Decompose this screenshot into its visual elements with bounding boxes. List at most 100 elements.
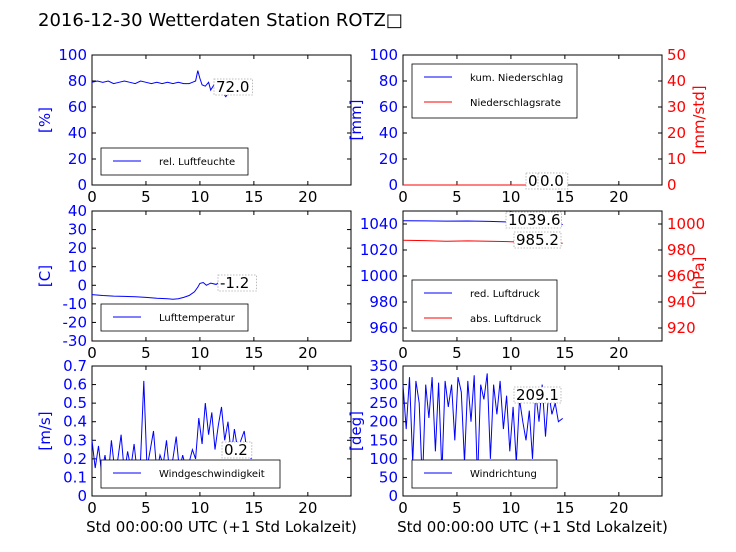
y-tick-label: 350 bbox=[369, 357, 398, 375]
value-annotation-box bbox=[513, 231, 562, 249]
y-tick-label: 10 bbox=[68, 258, 87, 276]
y-tick-label: 200 bbox=[369, 413, 398, 431]
x-axis-label: Std 00:00:00 UTC (+1 Std Lokalzeit) bbox=[397, 518, 668, 536]
x-tick-label: 0 bbox=[398, 344, 408, 362]
y-tick-label: 300 bbox=[369, 376, 398, 394]
x-tick-label: 15 bbox=[244, 499, 263, 517]
series-line bbox=[91, 70, 252, 98]
value-annotation-box bbox=[505, 211, 562, 229]
x-tick-label: 0 bbox=[87, 188, 97, 206]
series-line bbox=[402, 373, 564, 485]
y-tick-label: 0.4 bbox=[63, 413, 87, 431]
y-right-tick-label: 920 bbox=[667, 319, 696, 337]
value-annotation-box bbox=[513, 386, 562, 404]
y-tick-label: 250 bbox=[369, 394, 398, 412]
x-tick-label: 15 bbox=[555, 188, 574, 206]
legend-label: Lufttemperatur bbox=[159, 313, 236, 324]
y-right-tick-label: 10 bbox=[667, 150, 686, 168]
y-tick-label: 40 bbox=[68, 202, 87, 220]
x-tick-label: 5 bbox=[452, 344, 462, 362]
y-right-tick-label: 1000 bbox=[667, 215, 705, 233]
y-axis-label: [m/s] bbox=[36, 411, 54, 450]
value-annotation: 0.2 bbox=[224, 441, 248, 459]
legend-box bbox=[100, 459, 281, 489]
y-tick-label: 80 bbox=[379, 72, 398, 90]
y-tick-label: -30 bbox=[63, 332, 88, 350]
legend-label: rel. Luftfeuchte bbox=[159, 157, 235, 168]
y-tick-label: 0.2 bbox=[63, 450, 87, 468]
y-tick-label: 60 bbox=[379, 98, 398, 116]
y-tick-label: 40 bbox=[68, 124, 87, 142]
y-axis-label: [%] bbox=[36, 107, 54, 133]
x-tick-label: 5 bbox=[452, 188, 462, 206]
y-tick-label: -20 bbox=[63, 313, 88, 331]
y-tick-label: 0.6 bbox=[63, 376, 87, 394]
x-axis-label: Std 00:00:00 UTC (+1 Std Lokalzeit) bbox=[86, 518, 357, 536]
y-tick-label: 100 bbox=[369, 450, 398, 468]
y-tick-label: 50 bbox=[379, 468, 398, 486]
value-annotation-box bbox=[213, 78, 253, 96]
x-tick-label: 15 bbox=[244, 188, 263, 206]
legend-box bbox=[411, 459, 558, 489]
y-tick-label: -10 bbox=[63, 295, 88, 313]
x-tick-label: 10 bbox=[501, 188, 520, 206]
y-tick-label: 1040 bbox=[360, 215, 398, 233]
y-tick-label: 20 bbox=[68, 239, 87, 257]
y-tick-label: 0.3 bbox=[63, 431, 87, 449]
figure-title: 2016-12-30 Wetterdaten Station ROTZ□ bbox=[38, 10, 403, 31]
panel-2: 0 5 10 15 20 0 20 40 60 80 100 0 10 20 30 40 50 [mm] [mm/s… bbox=[347, 46, 708, 206]
panel-1: 0 5 10 15 20 0 20 40 60 80 100 [%] 72.0 rel. Luftfeuc… bbox=[36, 46, 352, 206]
x-tick-label: 10 bbox=[501, 344, 520, 362]
y-tick-label: 0 bbox=[77, 176, 87, 194]
value-annotation: -1.2 bbox=[220, 274, 249, 292]
x-tick-label: 5 bbox=[141, 344, 151, 362]
x-tick-label: 5 bbox=[141, 499, 151, 517]
value-annotation-box bbox=[221, 441, 253, 459]
y-right-tick-label: 980 bbox=[667, 241, 696, 259]
x-tick-label: 0 bbox=[398, 188, 408, 206]
y-right-tick-label: 960 bbox=[667, 267, 696, 285]
y-tick-label: 980 bbox=[369, 293, 398, 311]
x-tick-label: 15 bbox=[555, 344, 574, 362]
y-axis-label: [deg] bbox=[347, 411, 365, 451]
y-tick-label: 60 bbox=[68, 98, 87, 116]
y-axis-label: [mm] bbox=[347, 100, 365, 141]
y-tick-label: 100 bbox=[369, 46, 398, 64]
y-right-axis-label: [mm/std] bbox=[690, 85, 708, 154]
legend-box bbox=[411, 279, 558, 332]
y-right-tick-label: 0 bbox=[667, 176, 677, 194]
value-annotation-box bbox=[537, 172, 569, 190]
x-tick-label: 20 bbox=[298, 499, 317, 517]
x-tick-label: 15 bbox=[555, 499, 574, 517]
value-annotation: 209.1 bbox=[516, 386, 559, 404]
x-tick-label: 20 bbox=[609, 344, 628, 362]
legend-label: Windrichtung bbox=[470, 469, 537, 480]
value-annotation: 72.0 bbox=[216, 78, 249, 96]
y-tick-label: 150 bbox=[369, 431, 398, 449]
y-tick-label: 1020 bbox=[360, 241, 398, 259]
legend-label: Niederschlagsrate bbox=[470, 98, 561, 109]
x-tick-label: 20 bbox=[609, 188, 628, 206]
x-tick-label: 5 bbox=[141, 188, 151, 206]
y-tick-label: 80 bbox=[68, 72, 87, 90]
x-tick-label: 15 bbox=[244, 344, 263, 362]
y-right-tick-label: 50 bbox=[667, 46, 686, 64]
legend-label: kum. Niederschlag bbox=[470, 73, 563, 84]
value-annotation: 1039.6 bbox=[508, 211, 561, 229]
y-tick-label: 100 bbox=[58, 46, 87, 64]
x-tick-label: 0 bbox=[87, 499, 97, 517]
y-tick-label: 0 bbox=[388, 176, 398, 194]
x-tick-label: 20 bbox=[298, 344, 317, 362]
y-tick-label: 0.5 bbox=[63, 394, 87, 412]
y-tick-label: 1000 bbox=[360, 267, 398, 285]
y-axis-label: [C] bbox=[36, 265, 54, 287]
x-tick-label: 10 bbox=[501, 499, 520, 517]
panel-4: 0 5 10 15 20 960 980 1000 1020 1040 920 940 960 980 10… bbox=[360, 210, 708, 362]
y-tick-label: 30 bbox=[68, 221, 87, 239]
x-tick-label: 5 bbox=[452, 499, 462, 517]
x-tick-label: 0 bbox=[398, 499, 408, 517]
x-tick-label: 10 bbox=[190, 499, 209, 517]
y-right-tick-label: 940 bbox=[667, 293, 696, 311]
